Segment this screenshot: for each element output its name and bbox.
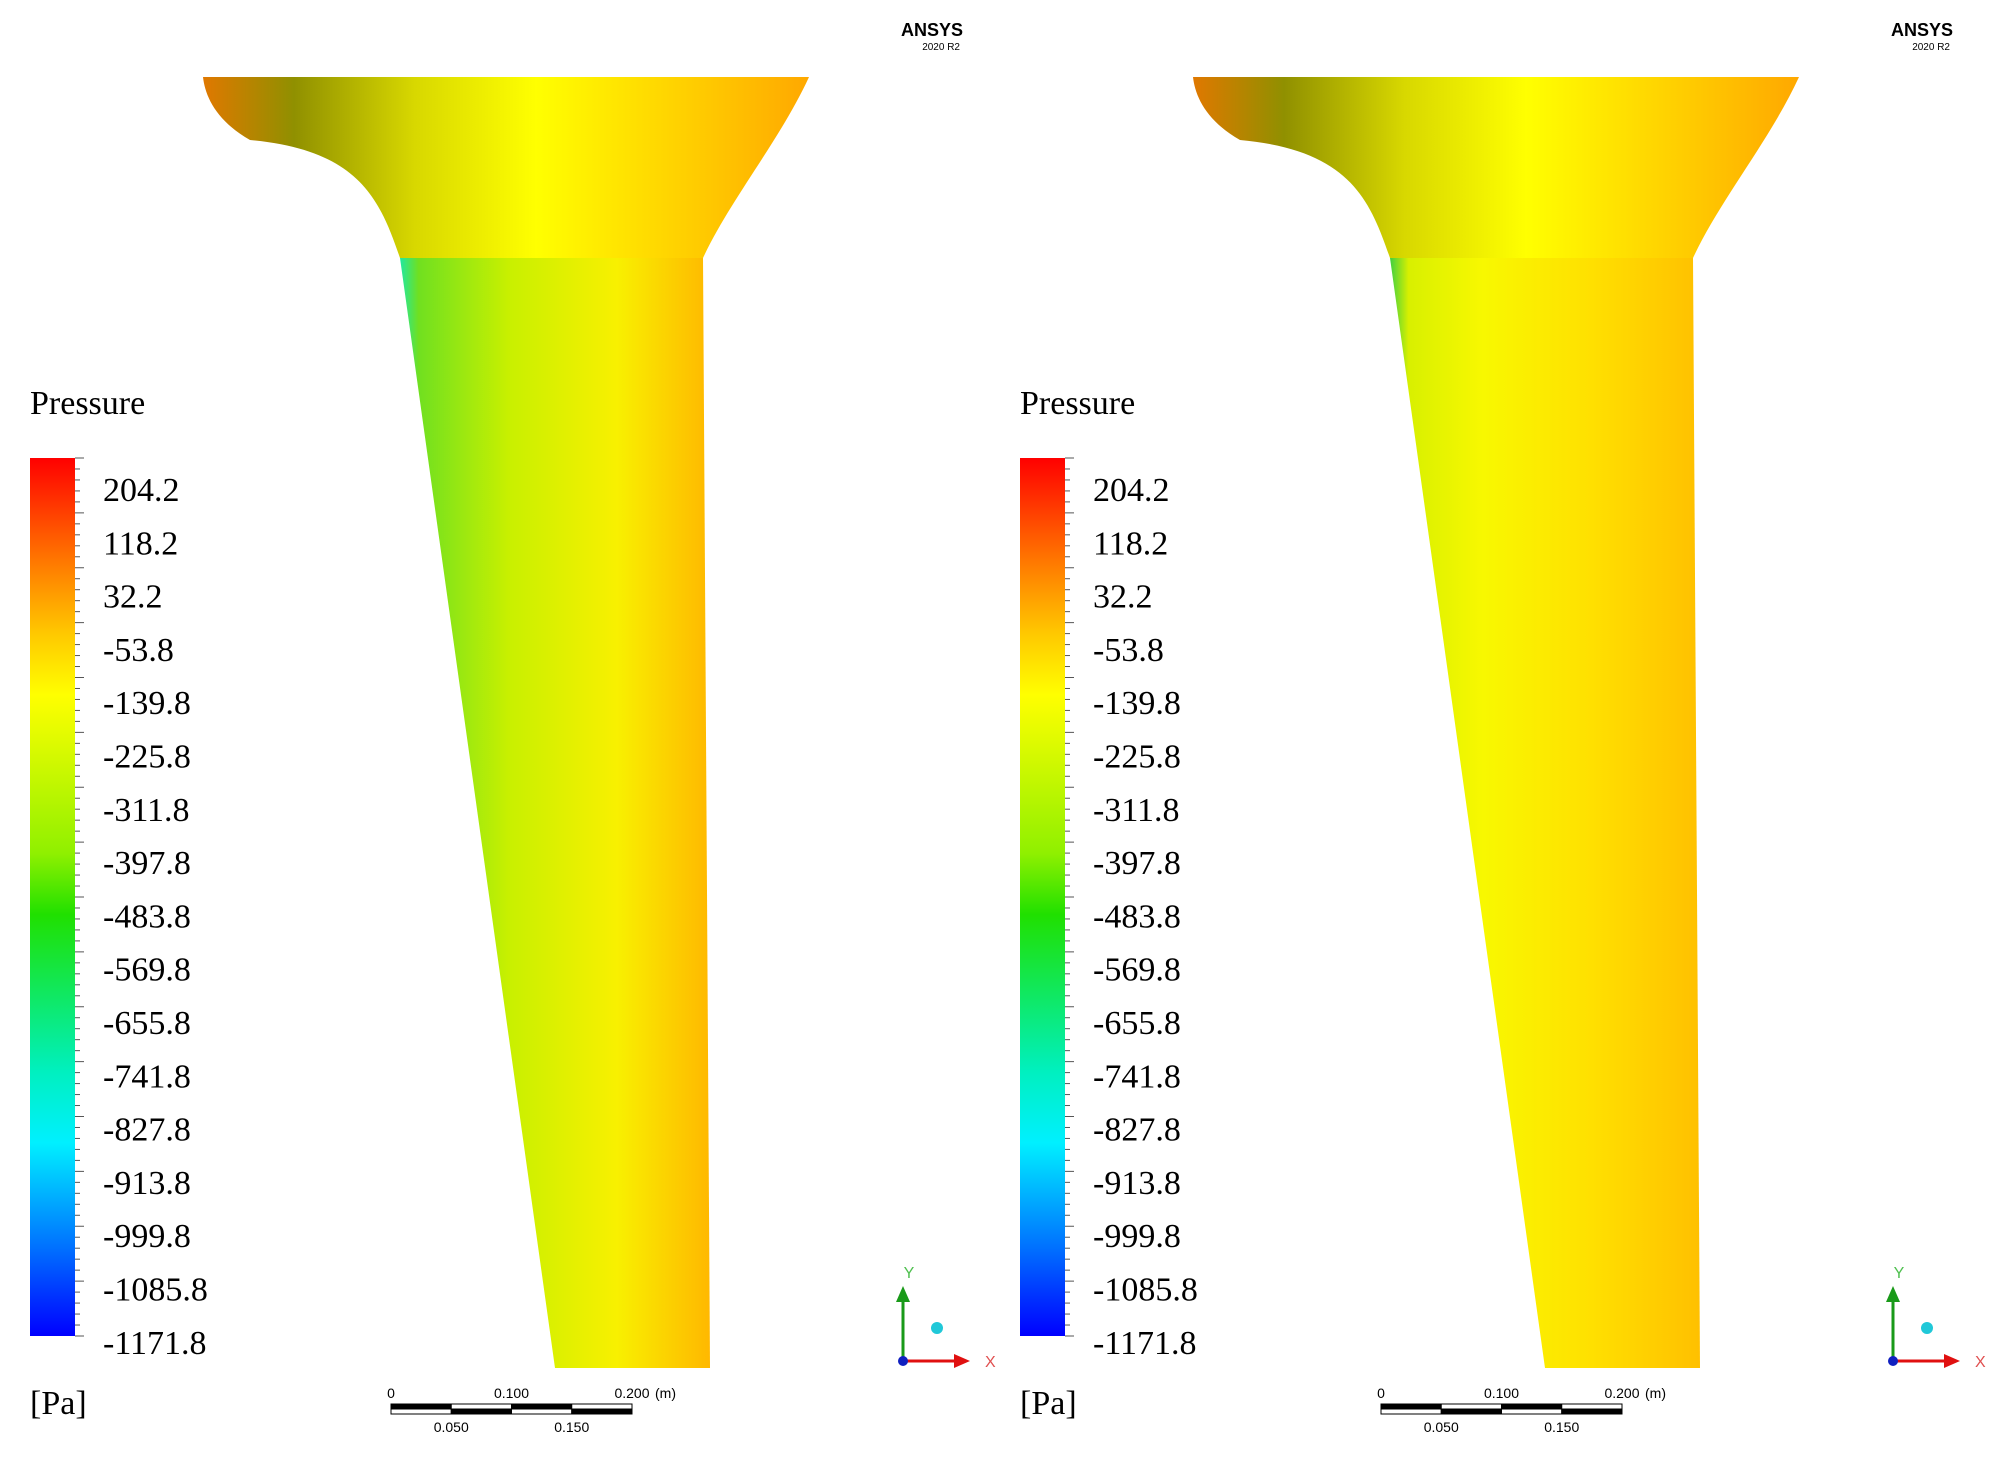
logo: ANSYS [1891,20,1953,40]
axis-y-head [1886,1286,1900,1302]
legend-label: -483.8 [1093,898,1181,935]
legend-label: 118.2 [1093,525,1168,562]
scale-label: 0.100 [1484,1385,1519,1401]
scale-unit: (m) [1645,1385,1666,1401]
color-bar [30,458,75,1336]
legend-label: -139.8 [1093,685,1181,722]
scale-segment [1380,1408,1442,1415]
scale-label: 0.200 [614,1385,649,1401]
panel: ANSYS 2020 R2 Pressure 204.2 118.2 32.2 -53.8 -… [1020,20,1986,1435]
scale-segment [390,1408,452,1415]
legend-unit: [Pa] [30,1385,87,1422]
legend-label: -655.8 [1093,1005,1181,1042]
legend-label: -827.8 [103,1112,191,1149]
axis-origin [1888,1356,1898,1366]
scale-segment [1561,1408,1623,1415]
scale-label: 0.200 [1604,1385,1639,1401]
contour-body [1390,258,1700,1368]
legend-label: 32.2 [1093,579,1153,616]
legend-label: -397.8 [1093,845,1181,882]
scale-label: 0.100 [494,1385,529,1401]
axis-y-label: Y [904,1265,915,1282]
scale-segment [511,1408,573,1415]
logo-version: 2020 R2 [1912,42,1950,53]
scale-label: 0.050 [1424,1419,1459,1435]
scale-segment [571,1408,633,1415]
scale-label: 0 [387,1385,395,1401]
axis-y-head [896,1286,910,1302]
legend-label: 204.2 [103,472,180,509]
scale-segment [1440,1408,1502,1415]
color-bar [1020,458,1065,1336]
legend-label: -999.8 [103,1218,191,1255]
scale-segment [390,1403,452,1410]
scale-label: 0.150 [554,1419,589,1435]
axis-x-label: X [985,1354,996,1371]
legend-label: -53.8 [103,632,174,669]
legend-label: -225.8 [1093,739,1181,776]
legend-unit: [Pa] [1020,1385,1077,1422]
contour-body [400,258,710,1368]
legend-label: -1171.8 [103,1325,207,1362]
scale-segment [511,1403,573,1410]
axis-x-head [954,1354,970,1368]
legend-label: -1171.8 [1093,1325,1197,1362]
legend-label: -311.8 [103,792,190,829]
axis-origin [898,1356,908,1366]
axis-y-label: Y [1894,1265,1905,1282]
panel: ANSYS 2020 R2 Pressure 204.2 118.2 32.2 -53.8 -… [30,20,996,1435]
scale-segment [450,1403,512,1410]
legend-label: -999.8 [1093,1218,1181,1255]
axis-x-head [1944,1354,1960,1368]
scale-segment [450,1408,512,1415]
legend-label: -741.8 [103,1058,191,1095]
legend-label: -655.8 [103,1005,191,1042]
legend-label: -1085.8 [1093,1272,1198,1309]
legend-label: -569.8 [103,952,191,989]
legend-label: 32.2 [103,579,163,616]
contour-top [1193,77,1799,258]
legend-label: 204.2 [1093,472,1170,509]
legend-label: -569.8 [1093,952,1181,989]
scale-segment [1440,1403,1502,1410]
legend-title: Pressure [30,385,145,422]
legend-label: -53.8 [1093,632,1164,669]
contour-top [203,77,809,258]
axis-z [1921,1322,1933,1334]
legend-label: -913.8 [103,1165,191,1202]
scale-segment [1501,1408,1563,1415]
scale-segment [1501,1403,1563,1410]
scale-label: 0.150 [1544,1419,1579,1435]
logo: ANSYS [901,20,963,40]
axis-x-label: X [1975,1354,1986,1371]
legend-label: 118.2 [103,525,178,562]
legend-label: -483.8 [103,898,191,935]
scale-segment [1380,1403,1442,1410]
legend-label: -225.8 [103,739,191,776]
legend-label: -741.8 [1093,1058,1181,1095]
legend-title: Pressure [1020,385,1135,422]
axis-z [931,1322,943,1334]
legend-label: -1085.8 [103,1272,208,1309]
scale-unit: (m) [655,1385,676,1401]
scale-label: 0.050 [434,1419,469,1435]
legend-label: -311.8 [1093,792,1180,829]
logo-version: 2020 R2 [922,42,960,53]
legend-label: -827.8 [1093,1112,1181,1149]
legend-label: -139.8 [103,685,191,722]
scale-label: 0 [1377,1385,1385,1401]
legend-label: -913.8 [1093,1165,1181,1202]
scale-segment [571,1403,633,1410]
legend-label: -397.8 [103,845,191,882]
scale-segment [1561,1403,1623,1410]
